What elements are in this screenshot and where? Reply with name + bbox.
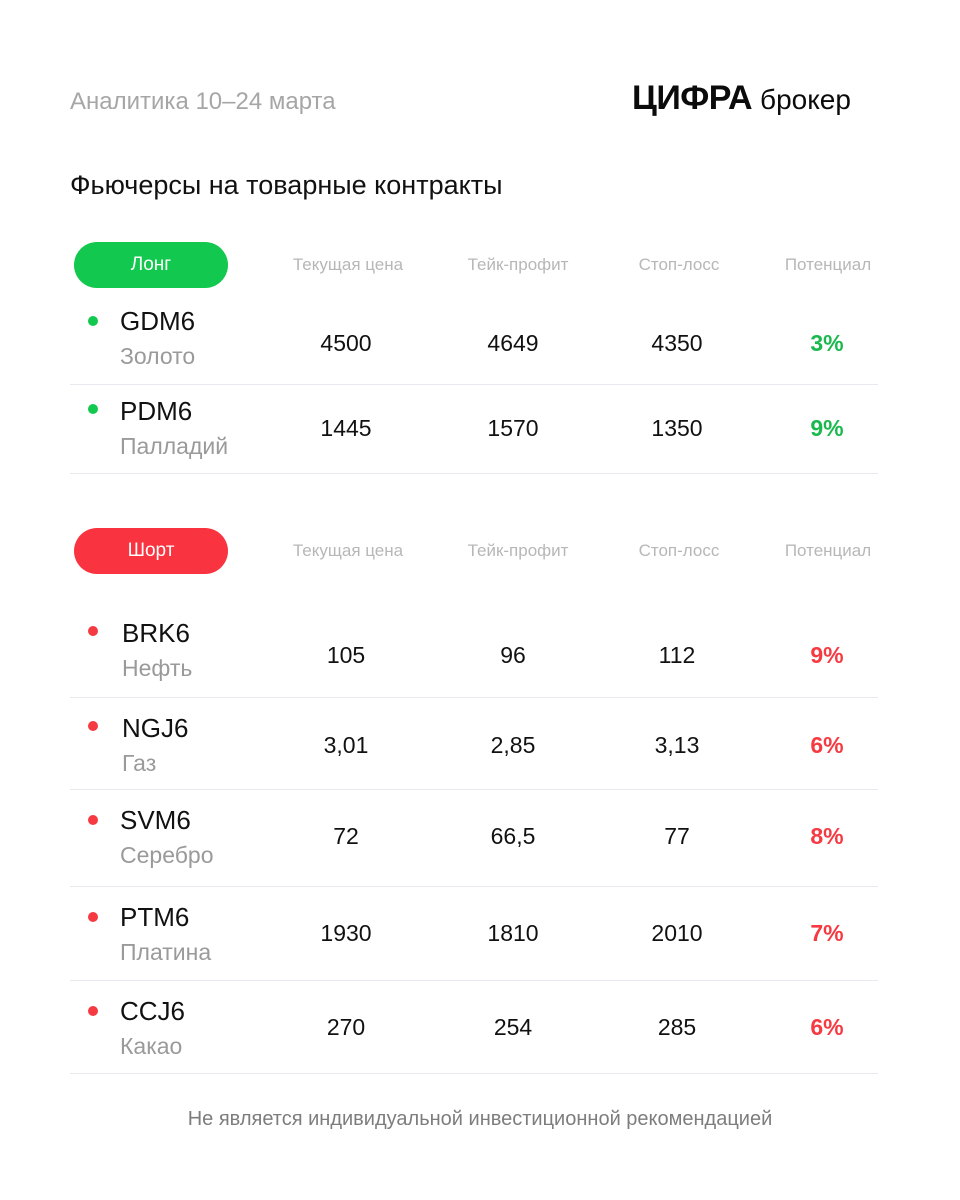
short-dot-icon <box>88 1006 98 1016</box>
ticker: PTM6 <box>120 902 190 932</box>
report-period: Аналитика 10–24 марта <box>70 88 336 115</box>
current-price: 105 <box>326 642 366 668</box>
current-price: 1445 <box>320 415 372 441</box>
stop-loss: 77 <box>664 823 690 849</box>
take-profit: 4649 <box>487 330 539 356</box>
potential: 6% <box>810 1014 844 1040</box>
table-row: PTM6 Платина 1930 1810 2010 7% <box>70 886 878 981</box>
asset-name: Платина <box>120 939 212 965</box>
disclaimer: Не является индивидуальной инвестиционно… <box>187 1108 773 1130</box>
take-profit: 1810 <box>487 920 539 946</box>
column-header-take-profit: Тейк-профит <box>467 541 569 560</box>
short-badge: Шорт <box>74 528 228 574</box>
column-header-stop-loss: Стоп-лосс <box>638 541 720 560</box>
long-badge: Лонг <box>74 242 228 288</box>
ticker: PDM6 <box>120 396 193 426</box>
long-dot-icon <box>88 404 98 414</box>
short-dot-icon <box>88 626 98 636</box>
stop-loss: 3,13 <box>654 732 700 758</box>
stop-loss: 112 <box>658 642 696 668</box>
short-dot-icon <box>88 912 98 922</box>
ticker: NGJ6 <box>122 713 189 743</box>
asset-name: Какао <box>120 1033 183 1059</box>
asset-name: Нефть <box>122 655 193 681</box>
take-profit: 96 <box>500 642 526 668</box>
ticker: SVM6 <box>120 805 191 835</box>
asset-name: Палладий <box>120 433 229 459</box>
column-header-potential: Потенциал <box>784 541 872 560</box>
column-header-stop-loss: Стоп-лосс <box>638 255 720 274</box>
column-header-potential: Потенциал <box>784 255 872 274</box>
column-header-price: Текущая цена <box>292 255 404 274</box>
potential: 7% <box>810 920 844 946</box>
ticker: CCJ6 <box>120 996 186 1026</box>
potential: 3% <box>810 330 844 356</box>
potential: 9% <box>810 642 844 668</box>
asset-name: Серебро <box>120 842 214 868</box>
take-profit: 66,5 <box>490 823 536 849</box>
stop-loss: 1350 <box>651 415 703 441</box>
current-price: 1930 <box>320 920 372 946</box>
potential: 8% <box>810 823 844 849</box>
current-price: 4500 <box>320 330 372 356</box>
column-header-take-profit: Тейк-профит <box>467 255 569 274</box>
broker-logo: ЦИФРА брокер <box>632 78 851 120</box>
long-dot-icon <box>88 316 98 326</box>
current-price: 72 <box>333 823 359 849</box>
stop-loss: 4350 <box>651 330 703 356</box>
short-dot-icon <box>88 721 98 731</box>
column-header-price: Текущая цена <box>292 541 404 560</box>
asset-name: Золото <box>120 343 196 369</box>
logo-suffix: брокер <box>760 84 851 115</box>
stop-loss: 2010 <box>651 920 703 946</box>
potential: 6% <box>810 732 844 758</box>
stop-loss: 285 <box>657 1014 697 1040</box>
take-profit: 254 <box>493 1014 533 1040</box>
ticker: GDM6 <box>120 306 196 336</box>
take-profit: 2,85 <box>490 732 536 758</box>
logo-wordmark: ЦИФРА <box>632 79 753 117</box>
page-title: Фьючерсы на товарные контракты <box>70 170 503 200</box>
asset-name: Газ <box>122 750 157 776</box>
table-row: BRK6 Нефть 105 96 112 9% <box>70 606 878 698</box>
current-price: 3,01 <box>323 732 369 758</box>
table-row: GDM6 Золото 4500 4649 4350 3% <box>70 296 878 385</box>
current-price: 270 <box>326 1014 366 1040</box>
table-row: PDM6 Палладий 1445 1570 1350 9% <box>70 384 878 474</box>
table-row: CCJ6 Какао 270 254 285 6% <box>70 980 878 1074</box>
take-profit: 1570 <box>487 415 539 441</box>
table-row: NGJ6 Газ 3,01 2,85 3,13 6% <box>70 697 878 790</box>
table-row: SVM6 Серебро 72 66,5 77 8% <box>70 789 878 887</box>
potential: 9% <box>810 415 844 441</box>
ticker: BRK6 <box>122 618 190 648</box>
short-dot-icon <box>88 815 98 825</box>
